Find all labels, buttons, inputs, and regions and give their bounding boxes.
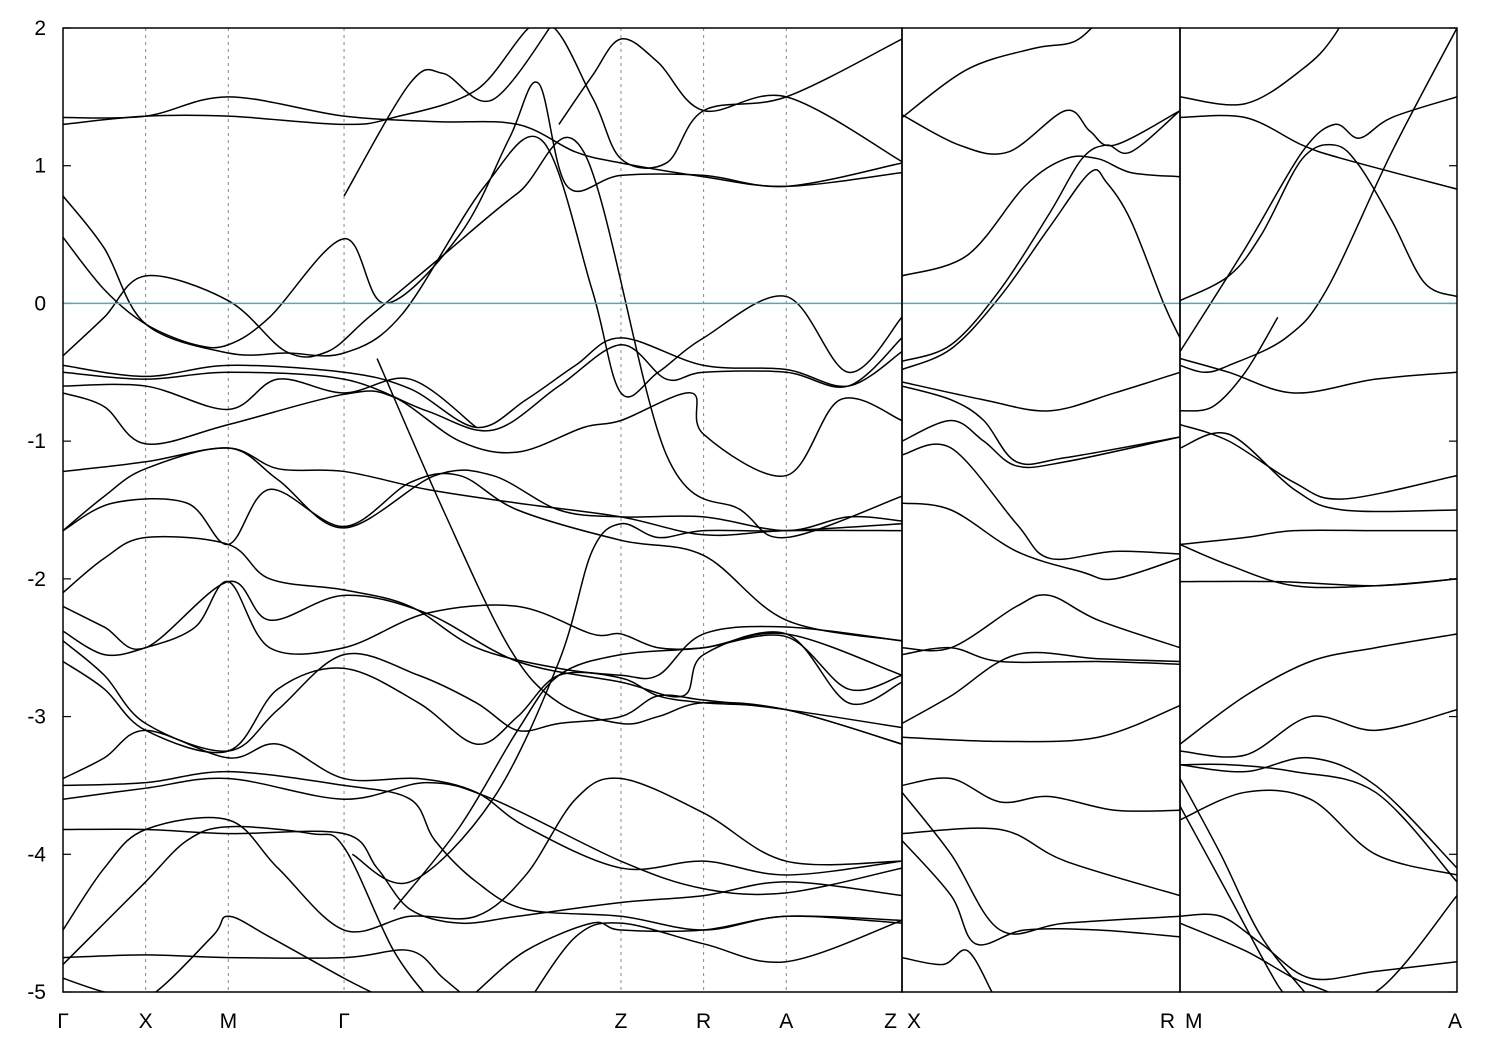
band-line — [63, 915, 373, 992]
x-tick-label: A — [779, 1010, 793, 1033]
band-line — [1180, 423, 1457, 500]
band-line — [902, 827, 1180, 897]
x-tick-label: X — [139, 1010, 153, 1033]
band-line — [902, 443, 1180, 561]
band-line — [902, 502, 1180, 581]
band-line — [902, 651, 1180, 725]
band-line — [1180, 529, 1457, 546]
y-tick-label: 1 — [34, 155, 46, 178]
band-line — [902, 371, 1180, 412]
x-tick-label: M — [1185, 1010, 1203, 1033]
x-tick-label: Z — [615, 1010, 628, 1033]
band-line — [63, 390, 902, 477]
x-tick-label: Γ — [57, 1010, 69, 1033]
band-line — [475, 915, 902, 992]
band-line — [393, 632, 902, 910]
band-line — [1180, 805, 1284, 992]
band-line — [63, 640, 902, 752]
band-line — [1180, 789, 1457, 876]
band-line — [63, 580, 902, 706]
band-line — [63, 777, 902, 933]
band-line — [63, 580, 902, 692]
band-line — [351, 522, 902, 885]
band-line — [902, 28, 1093, 119]
band-line — [63, 770, 902, 931]
band-line — [63, 949, 461, 992]
band-line — [1180, 432, 1457, 513]
band-line — [1180, 96, 1457, 353]
band-line — [902, 777, 1180, 812]
x-tick-label: R — [1160, 1010, 1175, 1033]
band-line — [1180, 913, 1457, 981]
band-line — [63, 377, 477, 428]
band-line — [902, 419, 1180, 469]
band-line — [63, 535, 902, 680]
x-tick-label: R — [696, 1010, 711, 1033]
band-line — [63, 337, 902, 432]
band-line — [1180, 895, 1457, 992]
band-line — [1180, 143, 1457, 302]
band-line — [1180, 578, 1457, 587]
band-line — [902, 594, 1180, 652]
band-line — [1180, 708, 1457, 758]
band-line — [63, 447, 902, 532]
band-line — [902, 840, 1180, 946]
band-line — [558, 38, 902, 163]
panel-frame — [1179, 27, 1458, 993]
y-tick-label: -5 — [27, 981, 46, 1004]
band-line — [63, 825, 425, 992]
band-line — [63, 81, 902, 349]
band-line — [63, 777, 902, 896]
x-tick-label: M — [220, 1010, 238, 1033]
band-line — [902, 169, 1180, 371]
band-line — [902, 791, 1180, 935]
band-line — [1180, 756, 1457, 869]
y-tick-label: -4 — [27, 843, 46, 866]
band-line — [902, 109, 1180, 155]
band-line — [63, 729, 902, 876]
band-line — [1180, 357, 1457, 394]
band-line — [902, 385, 1180, 466]
band-line — [1180, 28, 1340, 106]
band-line — [902, 110, 1180, 362]
x-tick-label: Γ — [338, 1010, 350, 1033]
band-line — [63, 447, 902, 537]
band-line — [376, 358, 902, 745]
band-line — [63, 28, 902, 169]
band-line — [63, 136, 902, 539]
x-tick-label: Z — [884, 1010, 897, 1033]
y-tick-label: 2 — [34, 17, 46, 40]
band-line — [63, 135, 902, 398]
band-line — [902, 646, 1180, 665]
y-tick-label: -3 — [27, 706, 46, 729]
band-line — [902, 704, 1180, 743]
y-tick-label: -2 — [27, 568, 46, 591]
band-line — [63, 337, 902, 429]
band-line — [63, 828, 902, 925]
band-line — [1180, 28, 1457, 374]
band-line — [902, 155, 1180, 277]
y-tick-label: -1 — [27, 430, 46, 453]
x-tick-label: X — [907, 1010, 921, 1033]
band-line — [1180, 778, 1306, 992]
band-line — [1180, 114, 1457, 190]
x-tick-label: A — [1448, 1010, 1462, 1033]
band-line — [63, 96, 902, 188]
band-line — [1180, 316, 1279, 412]
band-line — [1180, 763, 1457, 883]
band-line — [1180, 633, 1457, 745]
y-tick-label: 0 — [34, 292, 46, 315]
band-line — [534, 919, 902, 992]
band-line — [902, 949, 993, 992]
band-line — [343, 28, 551, 197]
panel-frame — [62, 27, 903, 993]
band-line — [63, 472, 902, 642]
